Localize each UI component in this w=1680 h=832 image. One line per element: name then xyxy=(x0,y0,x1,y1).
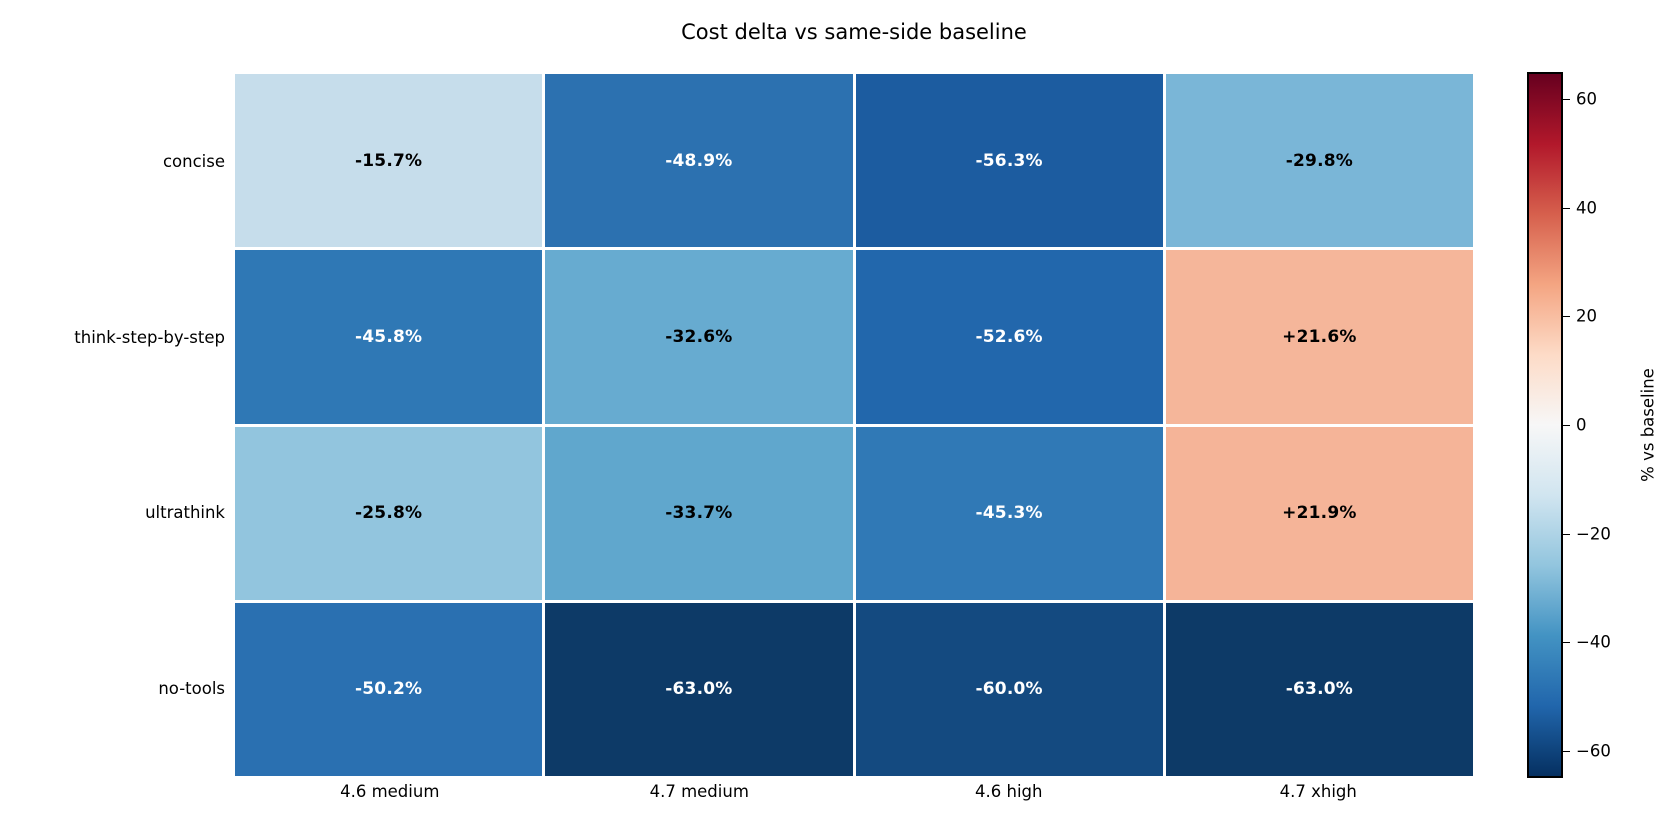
heatmap-cell: -48.9% xyxy=(545,74,853,248)
heatmap-cell: -33.7% xyxy=(545,426,853,600)
row-label: ultrathink xyxy=(145,503,225,523)
heatmap-cell: -56.3% xyxy=(855,74,1163,248)
heatmap-cell: -25.8% xyxy=(235,426,543,600)
row-label: think-step-by-step xyxy=(74,327,225,347)
col-label: 4.7 medium xyxy=(649,782,749,801)
heatmap-cell: -60.0% xyxy=(855,602,1163,776)
heatmap-grid: -15.7% -48.9% -56.3% -29.8% -45.8% -32.6% -52.… xyxy=(235,74,1473,776)
row-label: concise xyxy=(162,152,225,172)
heatmap-cell: +21.9% xyxy=(1165,426,1473,600)
colorbar-tick-mark xyxy=(1563,642,1570,644)
y-axis-row-labels: concise think-step-by-step ultrathink no-to… xyxy=(0,74,225,776)
colorbar-tick-label: 20 xyxy=(1576,306,1597,326)
colorbar-tick-label: 0 xyxy=(1576,415,1587,435)
heatmap-cell: -45.8% xyxy=(235,250,543,424)
heatmap-cell: -29.8% xyxy=(1165,74,1473,248)
heatmap-cell: -63.0% xyxy=(545,602,853,776)
colorbar-gradient xyxy=(1527,72,1563,778)
colorbar-tick-mark xyxy=(1563,207,1570,209)
row-label: no-tools xyxy=(158,678,225,698)
colorbar-tick-label: 40 xyxy=(1576,198,1597,218)
colorbar-tick-mark xyxy=(1563,316,1570,318)
heatmap-cell: -52.6% xyxy=(855,250,1163,424)
colorbar-tick-mark xyxy=(1563,99,1570,101)
heatmap-cell: -50.2% xyxy=(235,602,543,776)
colorbar-tick-label: −40 xyxy=(1576,632,1611,652)
heatmap-cell: -32.6% xyxy=(545,250,853,424)
colorbar-tick-mark xyxy=(1563,533,1570,535)
heatmap-cell: +21.6% xyxy=(1165,250,1473,424)
col-label: 4.7 xhigh xyxy=(1279,782,1357,801)
x-axis-column-labels: 4.6 medium 4.7 medium 4.6 high 4.7 xhigh xyxy=(235,782,1473,804)
heatmap-cell: -63.0% xyxy=(1165,602,1473,776)
col-label: 4.6 medium xyxy=(340,782,440,801)
colorbar-tick-label: −20 xyxy=(1576,524,1611,544)
colorbar-tick-mark xyxy=(1563,425,1570,426)
colorbar-tick-label: −60 xyxy=(1576,741,1611,761)
heatmap-cell: -45.3% xyxy=(855,426,1163,600)
heatmap-cell: -15.7% xyxy=(235,74,543,248)
col-label: 4.6 high xyxy=(975,782,1043,801)
colorbar-axis-label: % vs baseline xyxy=(1638,368,1658,482)
colorbar-tick-label: 60 xyxy=(1576,89,1597,109)
chart-title: Cost delta vs same-side baseline xyxy=(681,20,1027,44)
colorbar-tick-mark xyxy=(1563,750,1570,752)
